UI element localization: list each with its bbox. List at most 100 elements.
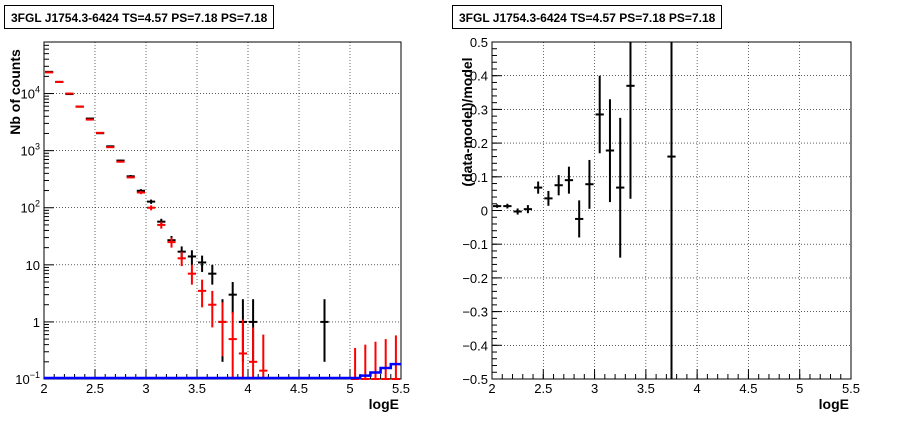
y-axis: −0.5 −0.4 −0.3 −0.2 −0.1 0 0.1 0.2 0.3 0.4 0.5 (dat…: [459, 35, 502, 387]
y-tick-label: 0.5: [470, 35, 488, 50]
x-axis-label: logE: [369, 396, 399, 412]
data-point: [238, 319, 247, 379]
data-point: [136, 190, 145, 195]
data-point: [595, 75, 604, 154]
data-point: [626, 42, 635, 199]
data-point: [391, 335, 400, 380]
data-point: [554, 175, 563, 196]
data-point: [361, 344, 370, 380]
data-point: [187, 250, 196, 265]
series-2: [44, 362, 401, 380]
data-point: [45, 71, 54, 74]
data-point: [167, 237, 176, 248]
data-point: [65, 92, 74, 95]
data-point: [493, 204, 502, 208]
y-tick-label: −0.1: [462, 237, 488, 252]
data-point: [259, 334, 268, 379]
data-point: [564, 166, 574, 194]
series-0: [493, 42, 676, 379]
data-point: [208, 290, 217, 328]
series-1: [45, 71, 400, 380]
x-tick-label: 3: [591, 381, 598, 396]
data-point: [320, 299, 329, 362]
x-tick-label: 2.5: [534, 381, 552, 396]
data-point: [616, 117, 625, 258]
data-point: [198, 279, 207, 308]
x-axis-label: logE: [819, 396, 849, 412]
y-tick-label: −0.2: [462, 271, 488, 286]
x-tick-label: 2.5: [86, 381, 104, 396]
data-point: [605, 99, 615, 203]
y-tick-label: 10: [26, 258, 40, 273]
x-tick-label: 3: [142, 381, 149, 396]
data-point: [116, 160, 125, 163]
y-tick-label: 10−1: [15, 370, 40, 387]
x-tick-label: 4: [694, 381, 701, 396]
data-point: [208, 264, 217, 285]
y-tick-label: 0.2: [470, 136, 488, 151]
data-point: [187, 264, 196, 285]
y-tick-label: −0.5: [462, 372, 488, 387]
y-tick-label: 0.1: [470, 170, 488, 185]
counts-panel-title: 3FGL J1754.3-6424 TS=4.57 PS=7.18 PS=7.1…: [4, 5, 275, 29]
residuals-panel-title: 3FGL J1754.3-6424 TS=4.57 PS=7.18 PS=7.1…: [452, 5, 723, 29]
data-point: [157, 221, 166, 229]
data-point: [126, 176, 135, 179]
y-tick-label: 1: [33, 315, 40, 330]
data-point: [198, 255, 207, 272]
grid: [44, 42, 401, 379]
data-point: [249, 327, 258, 379]
x-tick-label: 4.5: [290, 381, 308, 396]
data-point: [218, 302, 227, 357]
data-point: [513, 208, 522, 215]
x-tick-label: 3.5: [188, 381, 206, 396]
data-point: [575, 200, 584, 238]
x-tick-label: 5: [346, 381, 353, 396]
y-tick-label: −0.3: [462, 305, 488, 320]
data-point: [228, 311, 237, 379]
y-axis-label: (data-model)/model: [459, 57, 475, 186]
data-point: [75, 105, 84, 108]
y-tick-label: 104: [21, 85, 40, 102]
x-tick-label: 5.5: [392, 381, 410, 396]
x-tick-label: 3.5: [637, 381, 655, 396]
y-tick-label: −0.4: [462, 338, 488, 353]
data-point: [147, 205, 156, 211]
y-tick-label: 0: [481, 204, 488, 219]
data-point: [667, 42, 676, 379]
series-0: [45, 70, 329, 362]
data-point: [351, 347, 360, 380]
data-point: [381, 339, 390, 380]
data-point: [534, 181, 543, 194]
y-tick-label: 0.4: [470, 69, 488, 84]
model-histogram-line: [44, 362, 401, 380]
data-point: [96, 131, 105, 134]
data-point: [523, 205, 533, 214]
x-tick-label: 4: [244, 381, 251, 396]
data-point: [106, 146, 115, 149]
data-point: [85, 118, 94, 121]
data-point: [147, 199, 156, 204]
grid: [492, 42, 851, 379]
y-tick-label: 102: [21, 199, 40, 216]
data-point: [544, 190, 553, 206]
data-point: [177, 251, 186, 267]
x-tick-label: 5: [796, 381, 803, 396]
x-tick-label: 2: [488, 381, 495, 396]
data-point: [503, 203, 512, 209]
x-tick-label: 2: [40, 381, 47, 396]
y-axis-label: Nb of counts: [7, 49, 23, 135]
data-point: [55, 80, 64, 83]
data-point: [228, 282, 237, 314]
y-tick-label: 103: [21, 142, 40, 159]
data-point: [585, 159, 594, 209]
x-tick-label: 5.5: [842, 381, 860, 396]
y-tick-label: 0.3: [470, 102, 488, 117]
x-tick-label: 4.5: [739, 381, 757, 396]
